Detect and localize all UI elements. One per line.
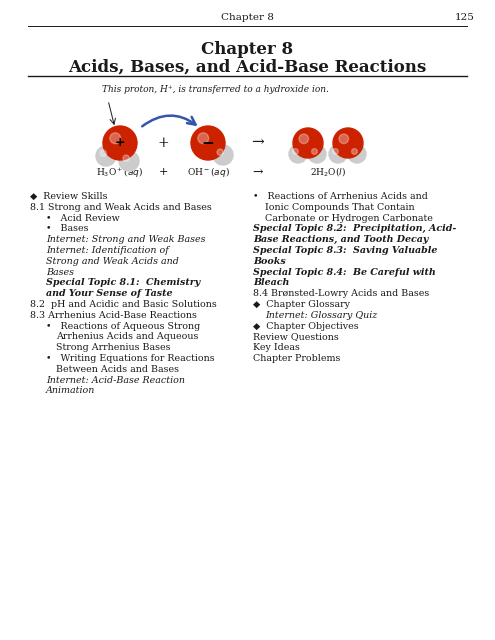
Circle shape xyxy=(191,126,225,160)
Text: 8.2  pH and Acidic and Basic Solutions: 8.2 pH and Acidic and Basic Solutions xyxy=(30,300,217,309)
Circle shape xyxy=(308,145,326,163)
Text: ◆  Chapter Objectives: ◆ Chapter Objectives xyxy=(253,322,358,331)
Text: H$_3$O$^+$($aq$): H$_3$O$^+$($aq$) xyxy=(97,165,144,179)
Circle shape xyxy=(96,146,116,166)
Circle shape xyxy=(311,148,317,154)
Text: Chapter Problems: Chapter Problems xyxy=(253,354,341,363)
Text: −: − xyxy=(201,136,214,150)
Text: →: → xyxy=(253,166,263,179)
Text: Internet: Strong and Weak Bases: Internet: Strong and Weak Bases xyxy=(46,236,205,244)
Circle shape xyxy=(119,151,139,171)
Circle shape xyxy=(100,150,106,156)
Text: →: → xyxy=(251,136,264,150)
Text: Special Topic 8.2:  Precipitation, Acid-: Special Topic 8.2: Precipitation, Acid- xyxy=(253,225,456,234)
Circle shape xyxy=(333,128,363,158)
Text: •   Reactions of Arrhenius Acids and: • Reactions of Arrhenius Acids and xyxy=(253,192,428,201)
Text: and Your Sense of Taste: and Your Sense of Taste xyxy=(46,289,172,298)
Text: Bleach: Bleach xyxy=(253,278,290,287)
Text: +: + xyxy=(115,136,125,150)
Text: +: + xyxy=(158,167,168,177)
Text: Chapter 8: Chapter 8 xyxy=(221,13,273,22)
Circle shape xyxy=(103,126,137,160)
Circle shape xyxy=(339,134,348,143)
Text: 8.4 Brønsted-Lowry Acids and Bases: 8.4 Brønsted-Lowry Acids and Bases xyxy=(253,289,429,298)
Text: Internet: Glossary Quiz: Internet: Glossary Quiz xyxy=(265,311,377,320)
Circle shape xyxy=(213,145,233,165)
Text: •   Reactions of Aqueous Strong: • Reactions of Aqueous Strong xyxy=(46,322,200,331)
Circle shape xyxy=(351,148,357,154)
Circle shape xyxy=(198,133,209,143)
Text: Bases: Bases xyxy=(46,268,74,276)
Text: This proton, H⁺, is transferred to a hydroxide ion.: This proton, H⁺, is transferred to a hyd… xyxy=(102,86,329,95)
Circle shape xyxy=(289,145,307,163)
Text: Chapter 8: Chapter 8 xyxy=(201,42,293,58)
Text: •   Writing Equations for Reactions: • Writing Equations for Reactions xyxy=(46,354,215,363)
Circle shape xyxy=(123,155,129,161)
Circle shape xyxy=(293,148,298,154)
Text: Animation: Animation xyxy=(46,387,96,396)
Text: OH$^-$($aq$): OH$^-$($aq$) xyxy=(187,165,230,179)
Text: Arrhenius Acids and Aqueous: Arrhenius Acids and Aqueous xyxy=(56,332,198,341)
Text: Ionic Compounds That Contain: Ionic Compounds That Contain xyxy=(265,203,415,212)
Circle shape xyxy=(333,148,339,154)
Text: Carbonate or Hydrogen Carbonate: Carbonate or Hydrogen Carbonate xyxy=(265,214,433,223)
Text: Strong Arrhenius Bases: Strong Arrhenius Bases xyxy=(56,343,170,352)
Text: 125: 125 xyxy=(455,13,475,22)
Text: Base Reactions, and Tooth Decay: Base Reactions, and Tooth Decay xyxy=(253,236,428,244)
Text: Internet: Acid-Base Reaction: Internet: Acid-Base Reaction xyxy=(46,376,185,385)
Text: •   Bases: • Bases xyxy=(46,225,89,234)
Text: •   Acid Review: • Acid Review xyxy=(46,214,120,223)
Text: Internet: Identification of: Internet: Identification of xyxy=(46,246,169,255)
Text: Acids, Bases, and Acid-Base Reactions: Acids, Bases, and Acid-Base Reactions xyxy=(68,58,426,76)
Circle shape xyxy=(293,128,323,158)
Text: Key Ideas: Key Ideas xyxy=(253,343,300,352)
Text: Between Acids and Bases: Between Acids and Bases xyxy=(56,365,179,374)
Text: Review Questions: Review Questions xyxy=(253,332,339,341)
Text: 2H$_2$O($l$): 2H$_2$O($l$) xyxy=(310,166,346,179)
FancyArrowPatch shape xyxy=(142,116,196,126)
Text: 8.1 Strong and Weak Acids and Bases: 8.1 Strong and Weak Acids and Bases xyxy=(30,203,212,212)
Text: Special Topic 8.4:  Be Careful with: Special Topic 8.4: Be Careful with xyxy=(253,268,436,276)
Circle shape xyxy=(348,145,366,163)
Text: ◆  Review Skills: ◆ Review Skills xyxy=(30,192,107,201)
Text: Special Topic 8.1:  Chemistry: Special Topic 8.1: Chemistry xyxy=(46,278,200,287)
Circle shape xyxy=(110,133,121,143)
Circle shape xyxy=(217,149,223,156)
Text: Special Topic 8.3:  Saving Valuable: Special Topic 8.3: Saving Valuable xyxy=(253,246,438,255)
Circle shape xyxy=(299,134,308,143)
Text: +: + xyxy=(157,136,169,150)
Text: 8.3 Arrhenius Acid-Base Reactions: 8.3 Arrhenius Acid-Base Reactions xyxy=(30,311,197,320)
Text: Strong and Weak Acids and: Strong and Weak Acids and xyxy=(46,257,179,266)
Circle shape xyxy=(329,145,347,163)
Text: ◆  Chapter Glossary: ◆ Chapter Glossary xyxy=(253,300,350,309)
Text: Books: Books xyxy=(253,257,286,266)
